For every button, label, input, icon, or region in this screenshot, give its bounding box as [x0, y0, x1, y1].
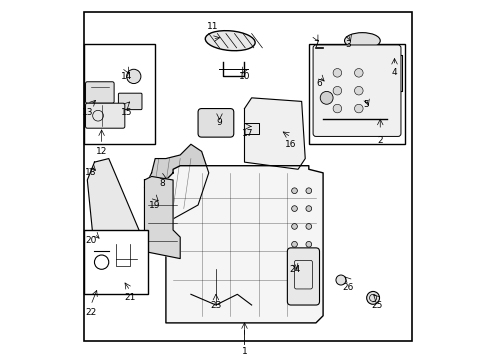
Circle shape	[332, 86, 341, 95]
Text: 8: 8	[159, 179, 165, 188]
Text: 26: 26	[342, 283, 353, 292]
Text: 17: 17	[242, 129, 253, 138]
Text: 20: 20	[85, 236, 97, 245]
Text: 4: 4	[391, 68, 397, 77]
Text: 13: 13	[81, 108, 93, 117]
Circle shape	[291, 188, 297, 194]
Polygon shape	[244, 98, 305, 169]
Text: 22: 22	[85, 308, 96, 317]
Bar	[83, 230, 148, 294]
Circle shape	[332, 104, 341, 113]
Text: 25: 25	[370, 301, 382, 310]
Text: 6: 6	[316, 79, 322, 88]
Text: 5: 5	[362, 100, 368, 109]
Text: 12: 12	[96, 147, 107, 156]
Circle shape	[354, 86, 363, 95]
Text: 2: 2	[377, 136, 382, 145]
FancyBboxPatch shape	[85, 103, 124, 128]
Circle shape	[354, 68, 363, 77]
Text: 23: 23	[210, 301, 221, 310]
Text: 24: 24	[288, 265, 300, 274]
Circle shape	[291, 224, 297, 229]
Text: 15: 15	[121, 108, 132, 117]
FancyBboxPatch shape	[85, 82, 114, 103]
Circle shape	[305, 242, 311, 247]
Circle shape	[291, 206, 297, 211]
Ellipse shape	[205, 31, 255, 51]
Text: 9: 9	[216, 118, 222, 127]
Text: 18: 18	[85, 168, 97, 177]
Circle shape	[305, 206, 311, 211]
Polygon shape	[144, 144, 208, 223]
Circle shape	[332, 68, 341, 77]
Text: 14: 14	[121, 72, 132, 81]
Circle shape	[366, 292, 379, 304]
Text: 11: 11	[206, 22, 218, 31]
FancyBboxPatch shape	[287, 248, 319, 305]
Text: 16: 16	[285, 140, 296, 149]
Text: 7: 7	[312, 40, 318, 49]
Polygon shape	[144, 176, 180, 258]
Text: 3: 3	[345, 40, 350, 49]
FancyBboxPatch shape	[118, 93, 142, 110]
Circle shape	[354, 104, 363, 113]
Bar	[83, 44, 155, 144]
Text: 10: 10	[238, 72, 250, 81]
Polygon shape	[87, 158, 148, 258]
Text: 1: 1	[241, 347, 247, 356]
Ellipse shape	[344, 33, 380, 49]
Circle shape	[305, 188, 311, 194]
Text: 19: 19	[149, 201, 161, 210]
FancyBboxPatch shape	[312, 45, 400, 136]
Circle shape	[305, 224, 311, 229]
Polygon shape	[165, 166, 323, 323]
Circle shape	[320, 91, 332, 104]
Circle shape	[335, 275, 345, 285]
Text: 21: 21	[124, 293, 136, 302]
Bar	[308, 44, 405, 144]
Circle shape	[126, 69, 141, 84]
FancyBboxPatch shape	[198, 109, 233, 137]
Circle shape	[291, 242, 297, 247]
Polygon shape	[244, 123, 258, 134]
